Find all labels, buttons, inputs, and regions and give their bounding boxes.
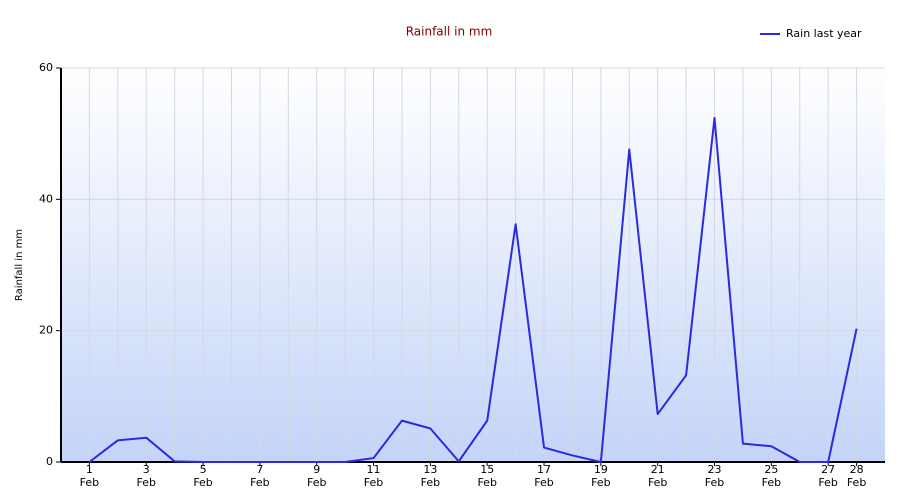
x-tick-label: 7 Feb <box>250 463 270 489</box>
x-tick-label: 3 Feb <box>136 463 156 489</box>
x-tick-label: 13 Feb <box>420 463 441 489</box>
x-tick-label: 19 Feb <box>591 463 611 489</box>
y-axis-label: Rainfall in mm <box>14 229 25 301</box>
x-tick-label: 1 Feb <box>79 463 100 489</box>
x-tick-label: 15 Feb <box>477 463 497 489</box>
legend-label: Rain last year <box>786 27 862 40</box>
y-tick-label: 20 <box>39 324 53 337</box>
x-tick-label: 28 Feb <box>846 463 867 489</box>
y-tick-label: 0 <box>46 455 53 468</box>
x-tick-label: 25 Feb <box>761 463 782 489</box>
chart-title: Rainfall in mm <box>406 25 493 39</box>
series-line <box>88 116 858 463</box>
x-tick-label: 5 Feb <box>193 463 213 489</box>
x-tick-label: 23 Feb <box>704 463 725 489</box>
x-tick-label: 9 Feb <box>306 463 327 489</box>
x-tick-label: 27 Feb <box>818 463 838 489</box>
y-tick-label: 60 <box>39 61 53 74</box>
x-tick-label: 17 Feb <box>534 463 554 489</box>
plot-area <box>61 68 885 462</box>
x-tick-label: 11 Feb <box>363 463 384 489</box>
x-tick-label: 21 Feb <box>647 463 668 489</box>
y-tick-label: 40 <box>39 192 53 205</box>
